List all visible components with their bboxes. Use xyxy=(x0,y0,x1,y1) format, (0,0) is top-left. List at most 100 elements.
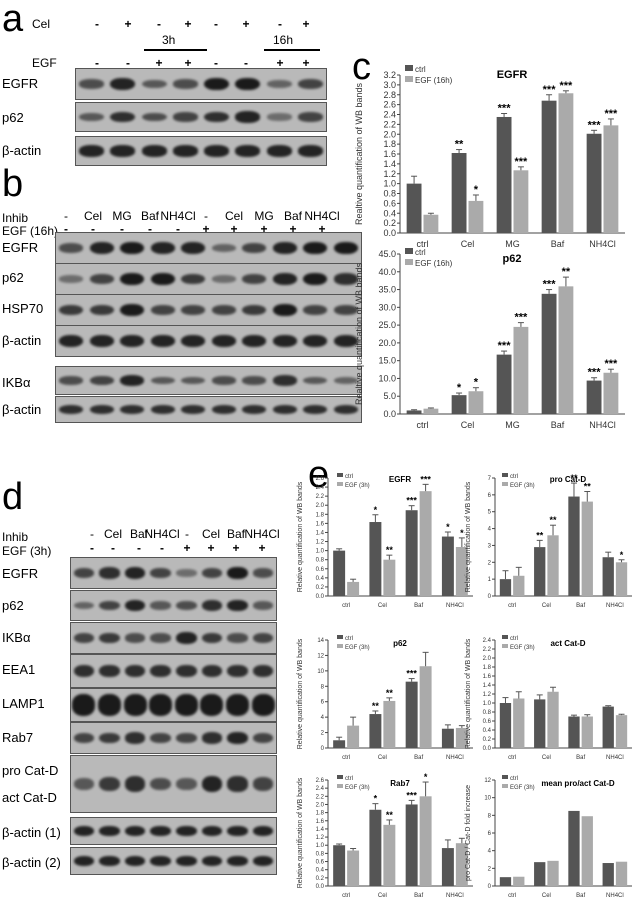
x-tick-label: Cel xyxy=(542,755,551,761)
legend-swatch xyxy=(337,784,343,788)
y-tick-label: 0 xyxy=(488,884,492,890)
row-label-b-actin1: β-actin xyxy=(2,333,42,348)
bar xyxy=(405,681,418,748)
y-tick-label: 0 xyxy=(488,594,492,600)
blot-band xyxy=(89,375,114,386)
blot-band xyxy=(99,664,120,678)
legend-swatch xyxy=(502,644,508,648)
blot-band xyxy=(99,567,120,579)
chart-title: pro Cat-D xyxy=(550,475,587,484)
row-label-d-actin1: β-actin (1) xyxy=(2,825,61,840)
bar xyxy=(603,372,619,414)
significance-mark: *** xyxy=(543,84,557,96)
blot-b-hsp70 xyxy=(55,294,362,326)
blot-band xyxy=(150,732,171,744)
row-label-d-egfr: EGFR xyxy=(2,566,39,581)
y-tick-label: 0.0 xyxy=(383,228,396,238)
blot-band xyxy=(201,600,223,611)
blot-band xyxy=(150,855,171,867)
blot-band xyxy=(235,111,261,123)
bar xyxy=(547,535,559,596)
lane-label: + xyxy=(302,17,310,31)
blot-band xyxy=(73,664,95,678)
x-tick-label: ctrl xyxy=(508,603,516,609)
blot-band xyxy=(297,112,323,122)
legend-entry: EGF (3h) xyxy=(510,483,535,489)
bar xyxy=(603,125,619,233)
lane-label: - xyxy=(185,527,189,541)
significance-mark: ** xyxy=(455,139,464,151)
x-tick-label: ctrl xyxy=(508,893,516,899)
bar xyxy=(451,395,467,414)
significance-mark: *** xyxy=(498,340,512,352)
y-tick-label: 4 xyxy=(321,715,325,721)
legend-swatch xyxy=(337,775,343,779)
blot-band xyxy=(141,112,167,122)
bar xyxy=(423,214,439,233)
y-tick-label: 0.6 xyxy=(483,719,492,725)
blot-band xyxy=(333,304,358,316)
row-label-a-p62: p62 xyxy=(2,110,24,125)
y-tick-label: 5 xyxy=(488,510,492,516)
lane-label: - xyxy=(278,17,282,31)
blot-band xyxy=(235,77,261,91)
blot-d-actin2 xyxy=(70,847,277,875)
bar xyxy=(586,133,602,233)
significance-mark: *** xyxy=(515,156,529,168)
blot-band xyxy=(89,304,114,316)
significance-mark: ** xyxy=(584,481,592,491)
bar xyxy=(602,706,614,748)
legend-swatch xyxy=(405,76,413,82)
blot-d-lamp1 xyxy=(70,688,277,722)
lane-label: - xyxy=(214,56,218,70)
blot-band xyxy=(303,376,328,385)
significance-mark: * xyxy=(446,522,450,532)
blot-b-actin2 xyxy=(55,396,362,423)
blot-band xyxy=(303,304,328,316)
bar xyxy=(534,862,546,886)
blot-band xyxy=(150,825,171,837)
blot-band xyxy=(252,664,274,678)
blot-band xyxy=(272,404,297,415)
y-tick-label: 14 xyxy=(317,638,324,644)
y-tick-label: 1.8 xyxy=(483,665,492,671)
blot-band xyxy=(99,825,120,837)
blot-band xyxy=(124,599,146,612)
blot-band xyxy=(150,664,171,678)
y-tick-label: 40.0 xyxy=(378,267,396,277)
row-label-a-actin: β-actin xyxy=(2,143,42,158)
y-axis-label: Relative quantification of WB bands xyxy=(297,638,304,749)
legend-entry: EGF (16h) xyxy=(415,259,453,268)
blot-band xyxy=(252,568,274,578)
y-tick-label: 0.4 xyxy=(316,576,325,582)
lane-label: Cel xyxy=(103,527,123,541)
blot-b-actin1 xyxy=(55,325,362,357)
y-tick-label: 1.0 xyxy=(383,179,396,189)
row-label-d-lamp1: LAMP1 xyxy=(2,696,45,711)
lane-label: Baf xyxy=(129,527,149,541)
bar xyxy=(441,728,454,748)
y-tick-label: 20.0 xyxy=(378,338,396,348)
y-tick-label: 2 xyxy=(321,731,325,737)
y-tick-label: 1.8 xyxy=(383,139,396,149)
significance-mark: *** xyxy=(515,312,529,324)
panel-letter-a: a xyxy=(2,0,24,40)
y-tick-label: 2.0 xyxy=(316,802,325,808)
y-tick-label: 0.8 xyxy=(316,558,325,564)
bar xyxy=(383,559,396,596)
chart-title: p62 xyxy=(503,253,522,265)
blot-band xyxy=(120,303,145,317)
blot-band xyxy=(266,113,292,121)
bar xyxy=(369,714,382,748)
cel-label-a: Cel xyxy=(32,17,51,31)
y-tick-label: 2.6 xyxy=(316,778,325,784)
y-tick-label: 1.4 xyxy=(316,530,325,536)
lane-label: - xyxy=(95,17,99,31)
blot-band xyxy=(150,376,175,385)
blot-band xyxy=(79,79,105,89)
bar xyxy=(534,699,546,748)
blot-a-egfr xyxy=(75,68,327,100)
y-tick-label: 10 xyxy=(484,796,491,802)
blot-band xyxy=(235,145,261,157)
blot-d-catd xyxy=(70,755,277,813)
